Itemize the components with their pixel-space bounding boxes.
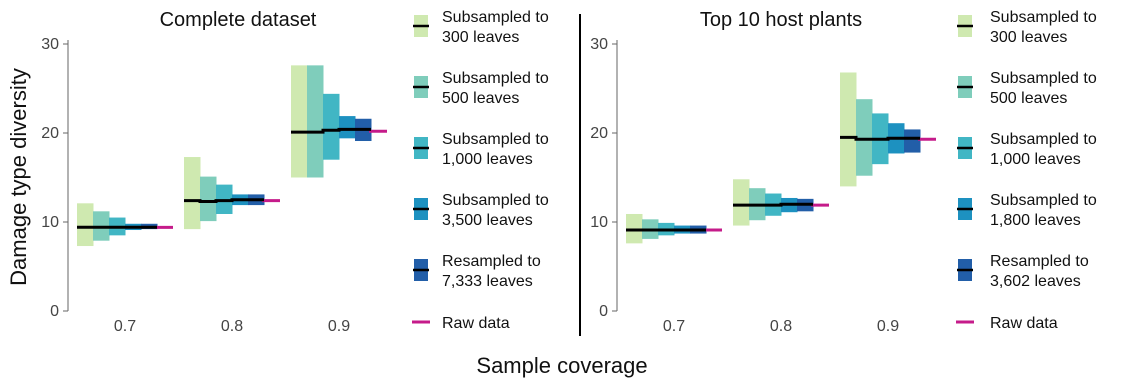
range-bar — [307, 65, 324, 178]
legend-label: Subsampled to 300 leaves — [442, 9, 549, 46]
legend-item: Raw data — [412, 315, 510, 332]
y-tick-label: 30 — [41, 36, 59, 53]
x-tick-label: 0.8 — [770, 318, 792, 335]
legend-item: Subsampled to 300 leaves — [957, 9, 1097, 46]
x-tick-label: 0.9 — [877, 318, 899, 335]
legend-item: Subsampled to 1,800 leaves — [957, 192, 1097, 229]
legend-item: Resampled to 7,333 leaves — [413, 253, 541, 290]
y-tick-label: 0 — [599, 303, 608, 320]
legend-label: Subsampled to 500 leaves — [442, 70, 549, 107]
legend-item: Resampled to 3,602 leaves — [957, 253, 1089, 290]
legend-label: Raw data — [990, 315, 1058, 332]
y-tick-label: 0 — [50, 303, 59, 320]
legend-label: Resampled to 7,333 leaves — [442, 253, 541, 290]
legend-item: Subsampled to 300 leaves — [413, 9, 549, 46]
legend-item: Subsampled to 1,000 leaves — [957, 131, 1097, 168]
legend-label: Subsampled to 1,800 leaves — [990, 192, 1097, 229]
range-bar — [733, 179, 750, 226]
y-axis-title: Damage type diversity — [6, 68, 31, 286]
legend-item: Subsampled to 1,000 leaves — [413, 131, 549, 168]
range-bar — [339, 116, 356, 139]
legend-label: Raw data — [442, 315, 510, 332]
x-tick-label: 0.7 — [114, 318, 136, 335]
x-tick-label: 0.7 — [663, 318, 685, 335]
y-tick-label: 10 — [590, 214, 608, 231]
range-bar — [904, 129, 921, 153]
range-bar — [840, 72, 857, 187]
x-axis-title: Sample coverage — [476, 353, 647, 378]
median-line — [840, 135, 920, 141]
range-bar — [200, 176, 217, 222]
range-bar — [856, 99, 873, 176]
legend-label: Subsampled to 300 leaves — [990, 9, 1097, 46]
legend-item: Raw data — [956, 315, 1058, 332]
x-tick-label: 0.8 — [221, 318, 243, 335]
legend-item: Subsampled to 500 leaves — [413, 70, 549, 107]
y-tick-label: 20 — [590, 125, 608, 142]
y-tick-label: 10 — [41, 214, 59, 231]
y-tick-label: 30 — [590, 36, 608, 53]
legend-label: Subsampled to 1,000 leaves — [990, 131, 1097, 168]
median-line — [733, 202, 813, 207]
range-bar — [323, 93, 340, 160]
range-bar — [291, 65, 308, 178]
chart-panels: Complete dataset 0 10 20 30 0.7 0.8 0.9 Subsampl… — [41, 9, 1097, 335]
legend-label: Subsampled to 3,500 leaves — [442, 192, 549, 229]
legend-label: Subsampled to 500 leaves — [990, 70, 1097, 107]
legend-item: Subsampled to 500 leaves — [957, 70, 1097, 107]
panel-title: Top 10 host plants — [700, 9, 862, 31]
range-bar — [77, 203, 94, 247]
legend-item: Subsampled to 3,500 leaves — [413, 192, 549, 229]
legend-label: Resampled to 3,602 leaves — [990, 253, 1089, 290]
panel-1: Complete dataset 0 10 20 30 0.7 0.8 0.9 Subsampl… — [41, 9, 549, 335]
panel-title: Complete dataset — [160, 9, 317, 31]
y-tick-label: 20 — [41, 125, 59, 142]
x-tick-label: 0.9 — [328, 318, 350, 335]
range-bar — [184, 157, 201, 230]
median-line — [291, 127, 371, 134]
median-line — [184, 198, 264, 203]
panel-2: Top 10 host plants 0 10 20 30 0.7 0.8 0.9 Subsam… — [590, 9, 1097, 335]
legend-label: Subsampled to 1,000 leaves — [442, 131, 549, 168]
